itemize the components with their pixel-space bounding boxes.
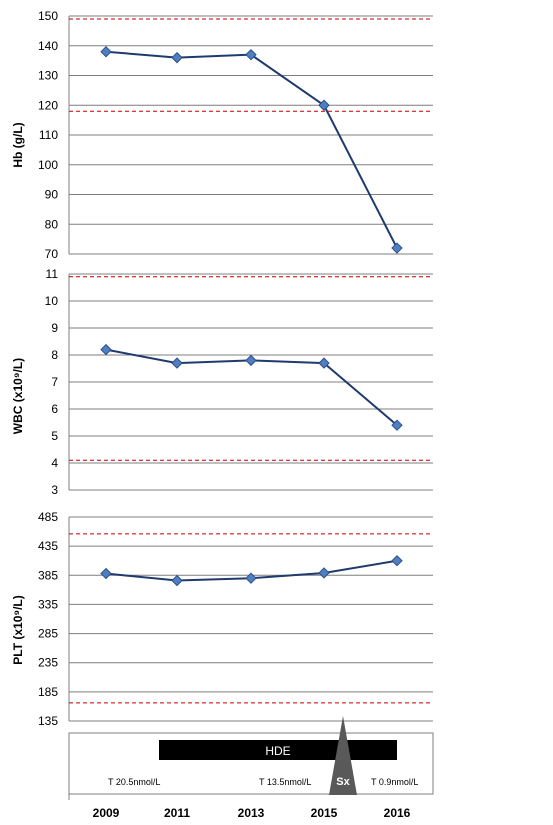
wbc-data-point	[245, 354, 257, 367]
wbc-panel: 3 4 5 6 7 8 9 10 11 WBC (x10⁹/L)	[11, 267, 433, 497]
plt-data-point	[391, 555, 403, 567]
plt-y-tick-label: 385	[38, 568, 58, 582]
treatment-timeline: HDE Sx T 20.5nmol/L T 13.5nmol/L T 0.9nm…	[68, 716, 434, 795]
x-tick-label: 2013	[238, 806, 265, 820]
wbc-data-point	[391, 419, 403, 431]
hb-data-point	[171, 51, 183, 64]
wbc-y-axis-label: WBC (x10⁹/L)	[11, 358, 25, 434]
plt-y-tick-label: 185	[38, 685, 58, 699]
plt-y-tick-label: 285	[38, 627, 58, 641]
wbc-data-point	[100, 343, 112, 356]
wbc-data-point	[318, 357, 330, 369]
plt-y-ticks: 135 185 235 285 335 385 435 485	[38, 510, 58, 728]
hb-y-tick-label: 140	[38, 39, 58, 53]
hb-series-line	[105, 50, 398, 249]
plt-y-tick-label: 435	[38, 539, 58, 553]
plt-panel: 135 185 235 285 335 385 435 485 PLT (x10⁹/L)	[11, 510, 433, 728]
wbc-y-tick-label: 4	[51, 456, 58, 470]
wbc-y-tick-label: 10	[45, 294, 59, 308]
x-axis: 2009 2011 2013 2015 2016	[68, 733, 411, 820]
hb-data-point	[391, 242, 403, 254]
plt-y-tick-label: 485	[38, 510, 58, 524]
plt-series	[100, 555, 403, 587]
wbc-gridlines	[68, 273, 433, 491]
hb-y-tick-label: 100	[38, 158, 58, 172]
hb-y-tick-label: 110	[39, 128, 58, 142]
hb-gridlines	[68, 15, 433, 255]
hb-y-tick-label: 80	[45, 217, 59, 231]
wbc-y-tick-label: 9	[51, 321, 58, 335]
plt-y-tick-label: 335	[38, 597, 58, 611]
hb-y-ticks: 70 80 90 100 110 120 130 140 150	[38, 9, 58, 261]
wbc-y-tick-label: 8	[51, 348, 58, 362]
wbc-y-tick-label: 6	[51, 402, 58, 416]
plt-data-point	[171, 574, 183, 587]
hb-y-tick-label: 90	[45, 188, 59, 202]
hb-y-tick-label: 120	[38, 98, 58, 112]
x-tick-label: 2015	[311, 806, 338, 820]
sx-marker	[329, 716, 357, 795]
hb-y-axis-label: Hb (g/L)	[11, 122, 25, 167]
wbc-y-tick-label: 3	[51, 483, 58, 497]
hb-reference-lines	[69, 18, 433, 112]
testosterone-note-3: T 0.9nmol/L	[371, 777, 418, 787]
wbc-y-ticks: 3 4 5 6 7 8 9 10 11	[45, 267, 59, 497]
x-tick-label: 2009	[93, 806, 120, 820]
hb-y-tick-label: 70	[45, 247, 59, 261]
plt-gridlines	[68, 516, 433, 722]
wbc-y-tick-label: 5	[51, 429, 58, 443]
hde-label: HDE	[265, 744, 290, 758]
wbc-y-tick-label: 7	[51, 375, 58, 389]
hb-panel: 70 80 90 100 110 120 130 140 150 Hb (g/L)	[11, 9, 433, 261]
hb-y-tick-label: 130	[38, 69, 58, 83]
wbc-y-tick-label: 11	[46, 267, 59, 281]
wbc-data-point	[171, 357, 183, 369]
wbc-series	[100, 343, 403, 431]
x-tick-label: 2016	[384, 806, 411, 820]
hb-data-point	[318, 99, 330, 111]
plt-y-tick-label: 235	[38, 656, 58, 670]
plt-data-point	[318, 567, 330, 579]
hb-series	[100, 45, 403, 254]
hb-data-point	[245, 48, 257, 61]
testosterone-note-1: T 20.5nmol/L	[108, 777, 160, 787]
hb-y-tick-label: 150	[38, 9, 58, 23]
plt-y-axis-label: PLT (x10⁹/L)	[11, 595, 25, 664]
testosterone-note-2: T 13.5nmol/L	[259, 777, 311, 787]
x-tick-label: 2011	[164, 806, 190, 820]
plt-reference-lines	[69, 533, 433, 704]
plt-data-point	[100, 567, 112, 580]
sx-label: Sx	[336, 776, 350, 788]
hb-data-point	[100, 45, 112, 58]
plt-data-point	[245, 572, 257, 584]
plt-y-tick-label: 135	[38, 714, 58, 728]
wbc-reference-lines	[69, 276, 433, 461]
